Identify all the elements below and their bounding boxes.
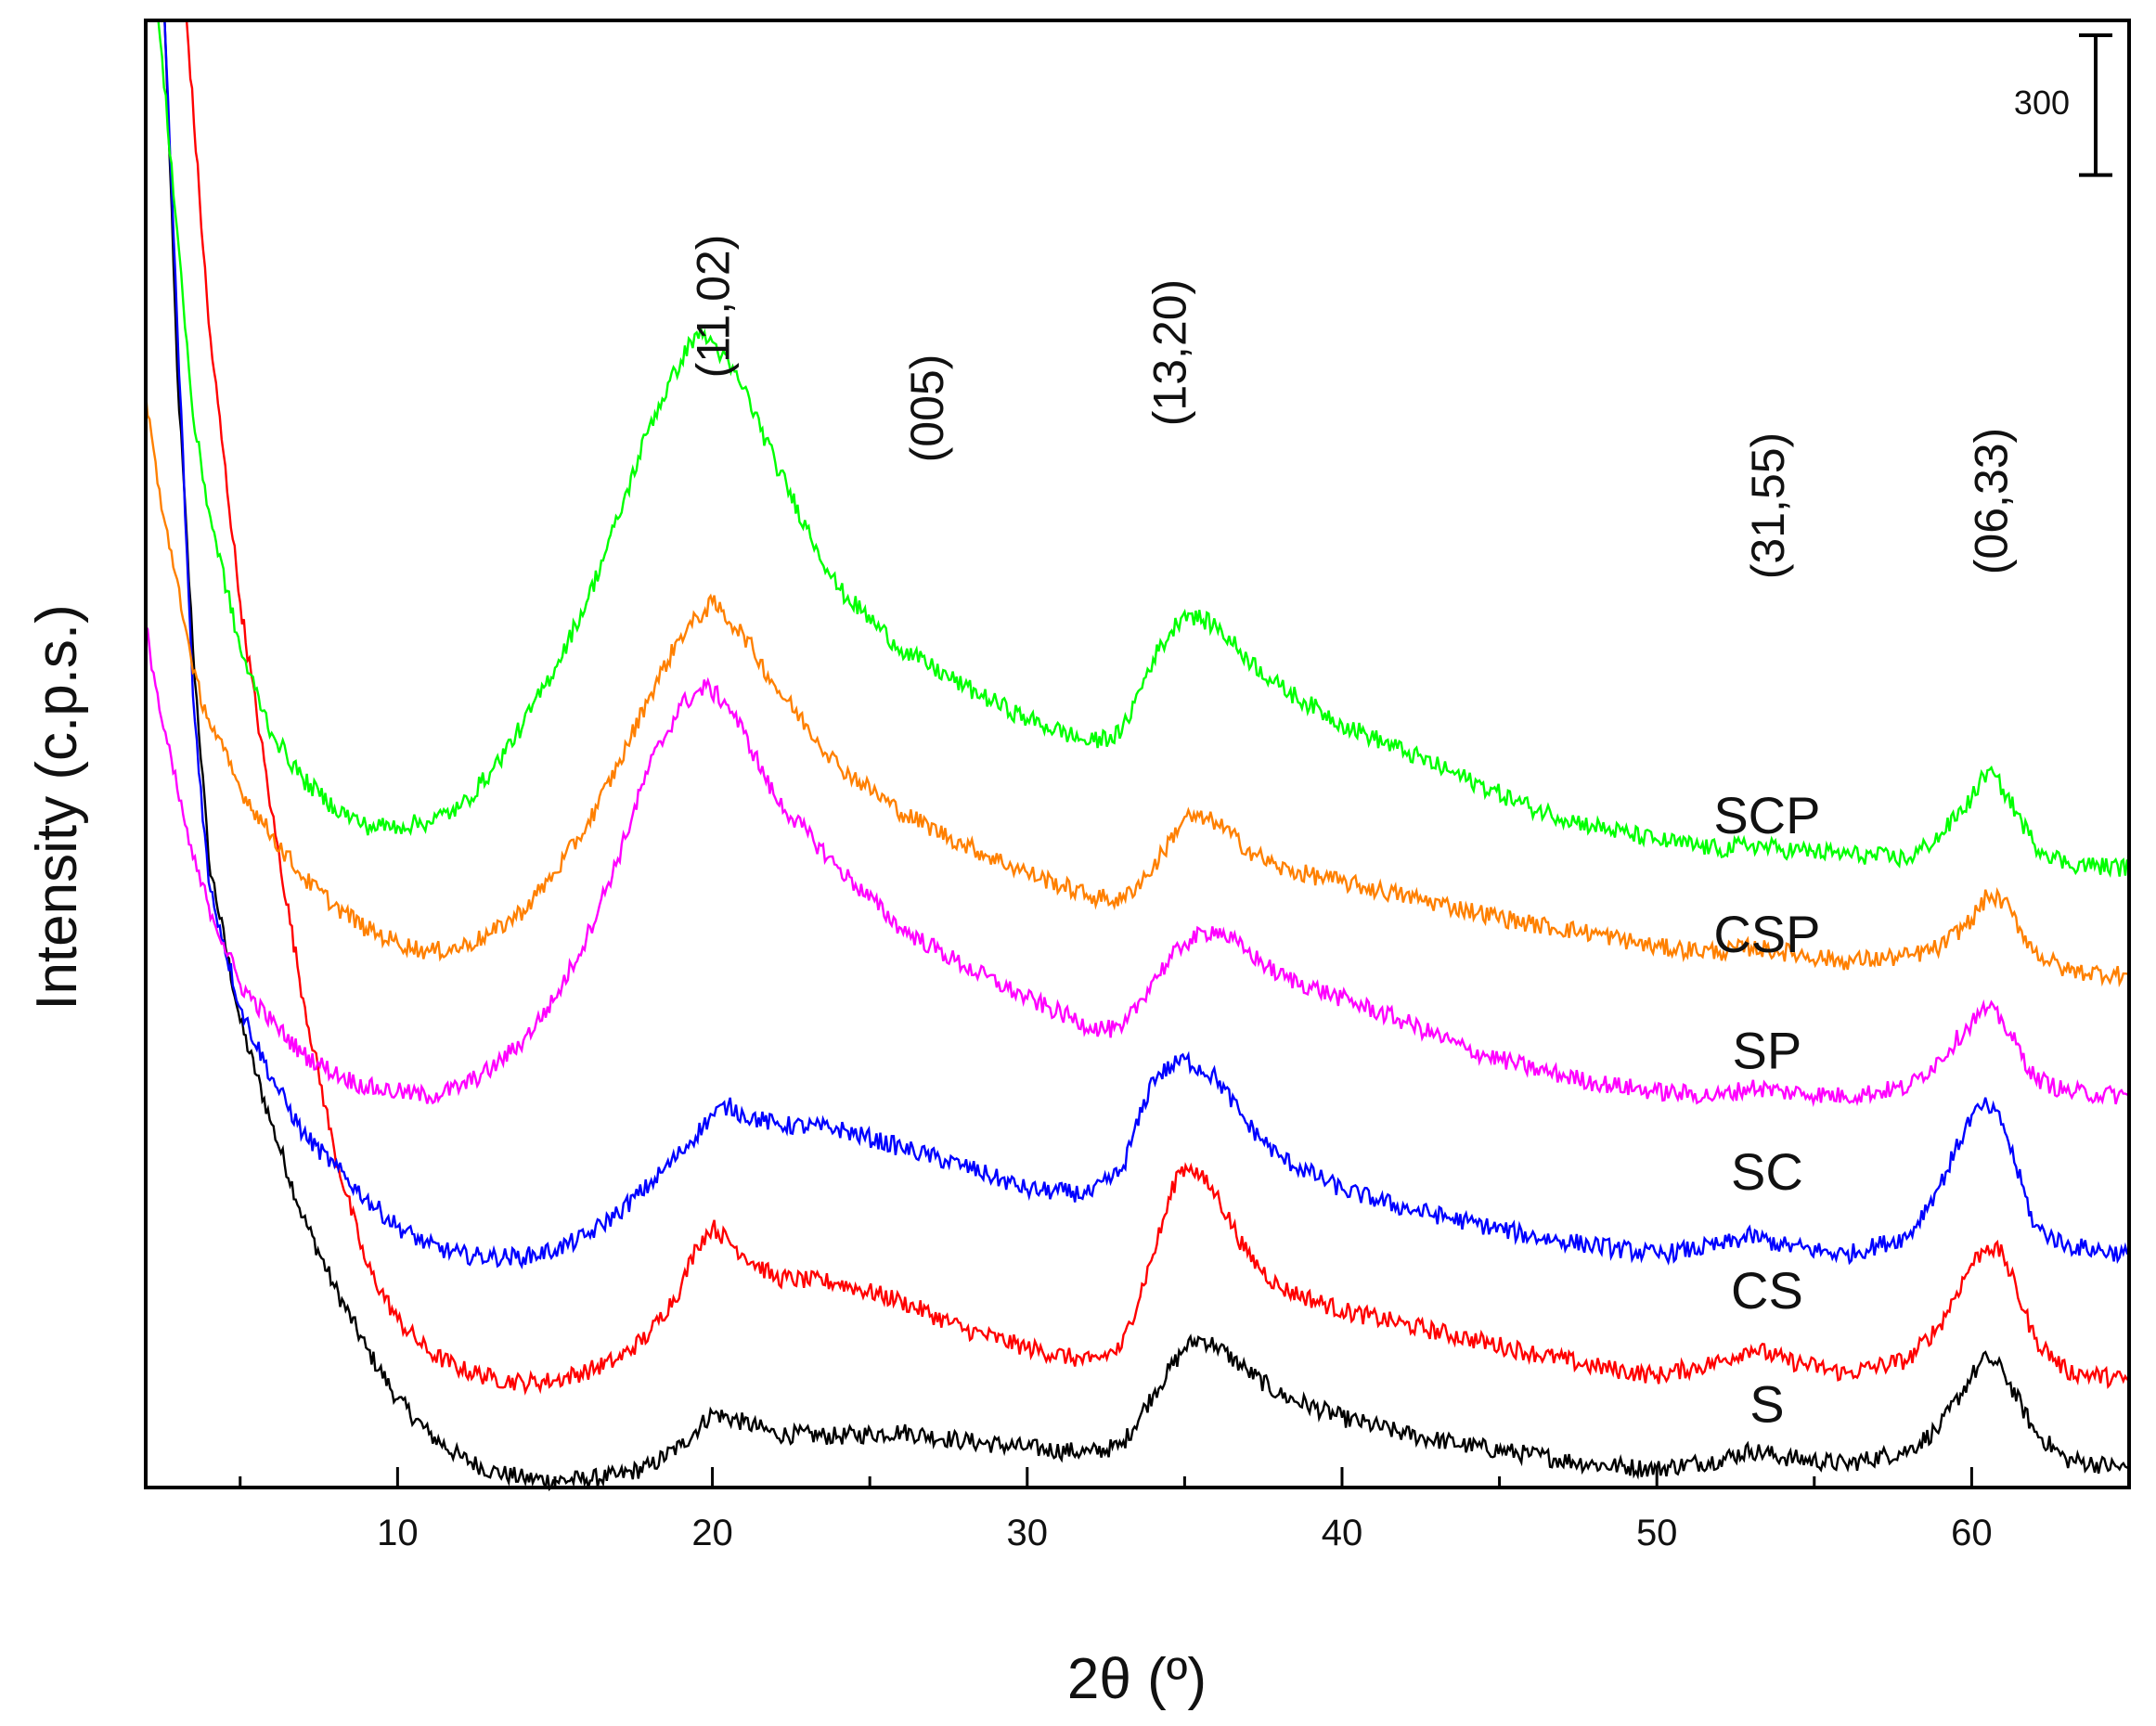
series-labels: S CS SC SP CSP SCP — [1713, 786, 1820, 1434]
series-sc — [163, 19, 2130, 1269]
hkl-label-11-02: (11,02) — [688, 235, 740, 379]
series-layer — [144, 19, 2131, 1491]
hkl-label-06-33: (06,33) — [1966, 428, 2018, 574]
x-tick-label-20: 20 — [691, 1513, 733, 1553]
series-cs — [185, 19, 2130, 1396]
series-line-scp — [157, 19, 2131, 878]
x-axis: 10 20 30 40 50 60 — [239, 1467, 1993, 1553]
peak-annotations: (11,02) (005) (13,20) (31,55) (06,33) — [688, 235, 2018, 580]
series-sp — [144, 625, 2130, 1108]
x-tick-label-60: 60 — [1951, 1513, 1993, 1553]
series-label-csp: CSP — [1713, 905, 1820, 963]
x-tick-label-30: 30 — [1007, 1513, 1049, 1553]
series-s — [163, 19, 2130, 1491]
hkl-label-31-55: (31,55) — [1742, 432, 1794, 579]
hkl-label-13-20: (13,20) — [1143, 279, 1195, 426]
scale-bar-label: 300 — [2014, 84, 2070, 122]
x-tick-label-40: 40 — [1322, 1513, 1363, 1553]
plot-frame — [144, 19, 2131, 1489]
series-label-sc: SC — [1731, 1142, 1803, 1201]
y-axis-title: Intensity (c.p.s.) — [25, 604, 89, 1011]
x-tick-label-10: 10 — [377, 1513, 419, 1553]
series-line-cs — [185, 19, 2130, 1396]
series-label-cs: CS — [1731, 1261, 1803, 1320]
x-tick-label-50: 50 — [1636, 1513, 1678, 1553]
series-label-s: S — [1749, 1375, 1784, 1434]
series-scp — [157, 19, 2131, 878]
series-line-sp — [144, 625, 2130, 1108]
series-line-sc — [163, 19, 2130, 1269]
scale-bar: 300 — [2014, 33, 2112, 177]
hkl-label-005: (005) — [901, 354, 953, 463]
series-label-scp: SCP — [1713, 786, 1820, 844]
series-csp — [144, 393, 2130, 988]
series-line-csp — [144, 393, 2130, 988]
series-line-s — [163, 19, 2130, 1491]
series-label-sp: SP — [1733, 1021, 1802, 1079]
x-axis-title: 2θ (º) — [1067, 1647, 1207, 1711]
